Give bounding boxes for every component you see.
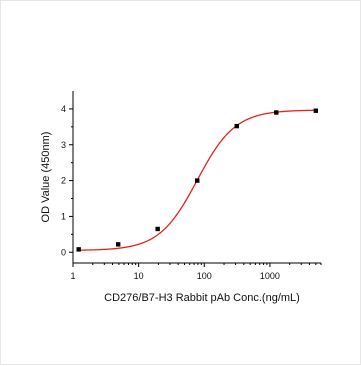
data-point (274, 110, 279, 115)
data-point (234, 123, 239, 129)
data-point (76, 247, 81, 252)
data-point (195, 178, 200, 183)
data-point (313, 108, 319, 113)
y-ticks: 0 1 2 3 4 (61, 104, 73, 257)
x-tick-label: 1 (70, 271, 75, 281)
x-axis-title: CD276/B7-H3 Rabbit pAb Conc.(ng/mL) (104, 292, 300, 304)
data-point (115, 242, 121, 247)
x-ticks: 1 10 100 1000 (70, 263, 322, 281)
x-tick-label: 100 (197, 271, 212, 281)
data-point (155, 226, 160, 232)
y-axis-title: OD Value (450nm) (40, 132, 52, 223)
y-tick-label: 1 (61, 211, 66, 221)
axes (72, 91, 321, 264)
x-tick-label: 1000 (260, 271, 280, 281)
x-tick-label: 10 (134, 271, 144, 281)
y-tick-label: 3 (61, 140, 66, 150)
y-tick-label: 4 (61, 104, 66, 114)
y-tick-label: 2 (61, 176, 66, 186)
y-tick-label: 0 (61, 247, 66, 257)
data-points (76, 108, 319, 252)
